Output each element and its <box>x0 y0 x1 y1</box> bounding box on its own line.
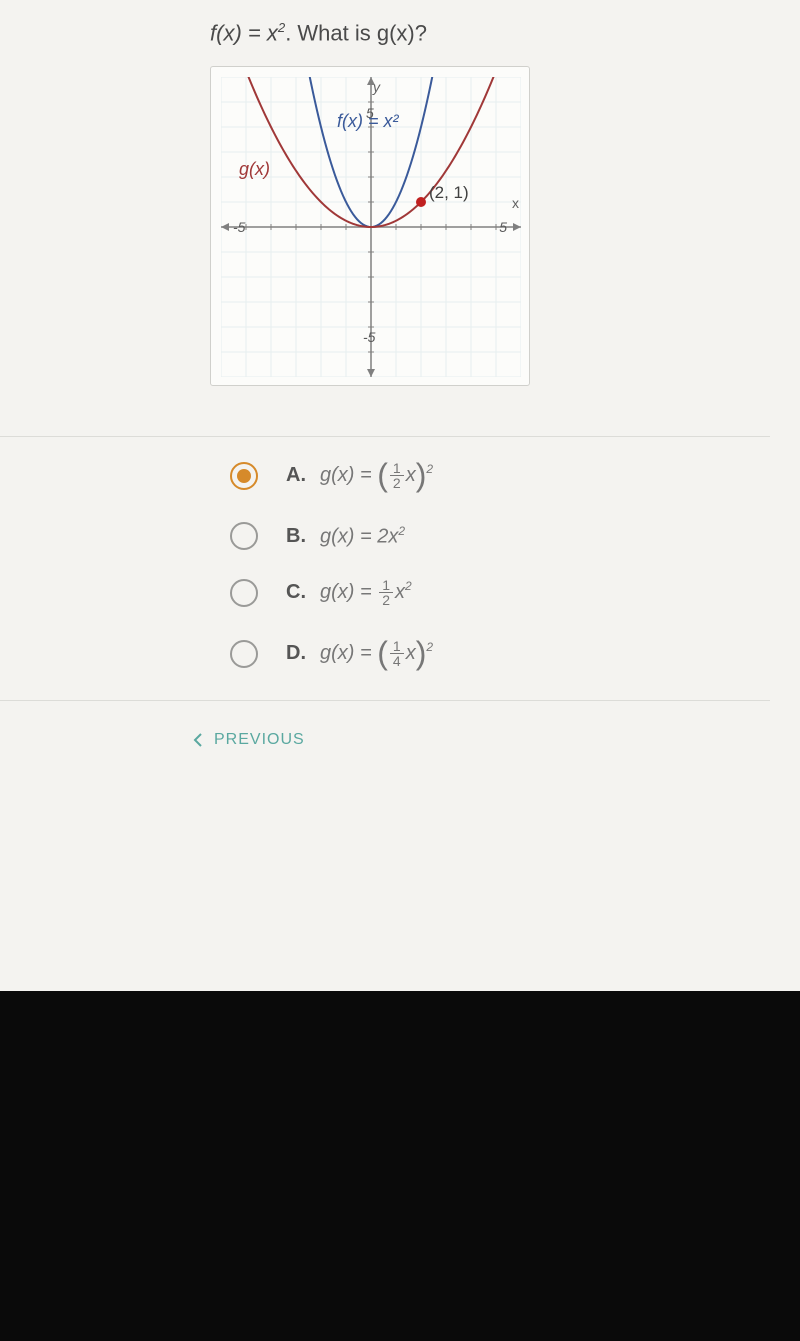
answer-letter: D. <box>286 642 306 665</box>
tick-neg-x: -5 <box>233 219 245 235</box>
answer-list: A. g(x) = (12x)2 B. g(x) = 2x2 C. g(x) = 12x2… <box>230 457 800 672</box>
radio-button[interactable] <box>230 579 258 607</box>
question-body: f(x) = x2. What is g(x)? y x 5 -5 -5 5 f… <box>0 0 800 754</box>
answer-letter: B. <box>286 525 306 548</box>
answer-letter: C. <box>286 581 306 604</box>
radio-button[interactable] <box>230 522 258 550</box>
answer-formula: g(x) = 2x2 <box>320 524 405 549</box>
answer-option-d[interactable]: D. g(x) = (14x)2 <box>230 635 800 672</box>
graph: y x 5 -5 -5 5 f(x) = x² g(x) (2, 1) <box>210 66 530 386</box>
answer-option-c[interactable]: C. g(x) = 12x2 <box>230 578 800 607</box>
y-axis-label: y <box>373 79 380 95</box>
answer-formula: g(x) = (12x)2 <box>320 457 433 494</box>
question-lhs: f(x) = x <box>210 20 278 45</box>
x-axis-label: x <box>512 195 519 211</box>
answer-formula: g(x) = 12x2 <box>320 578 412 607</box>
point-label: (2, 1) <box>429 183 469 203</box>
previous-label: PREVIOUS <box>214 731 305 749</box>
previous-button[interactable]: PREVIOUS <box>190 731 305 749</box>
answer-letter: A. <box>286 464 306 487</box>
answer-option-b[interactable]: B. g(x) = 2x2 <box>230 522 800 550</box>
radio-button[interactable] <box>230 640 258 668</box>
tick-pos-x: 5 <box>499 219 507 235</box>
device-bezel <box>0 991 800 1341</box>
arrow-left-icon <box>190 731 208 749</box>
separator <box>0 436 770 437</box>
tick-neg-y: -5 <box>363 329 375 345</box>
f-label: f(x) = x² <box>337 111 399 132</box>
answer-option-a[interactable]: A. g(x) = (12x)2 <box>230 457 800 494</box>
question-rhs: . What is g(x)? <box>285 20 427 45</box>
answer-formula: g(x) = (14x)2 <box>320 635 433 672</box>
separator-2 <box>0 700 770 701</box>
question-text: f(x) = x2. What is g(x)? <box>210 20 800 46</box>
radio-button[interactable] <box>230 462 258 490</box>
g-label: g(x) <box>239 159 270 180</box>
